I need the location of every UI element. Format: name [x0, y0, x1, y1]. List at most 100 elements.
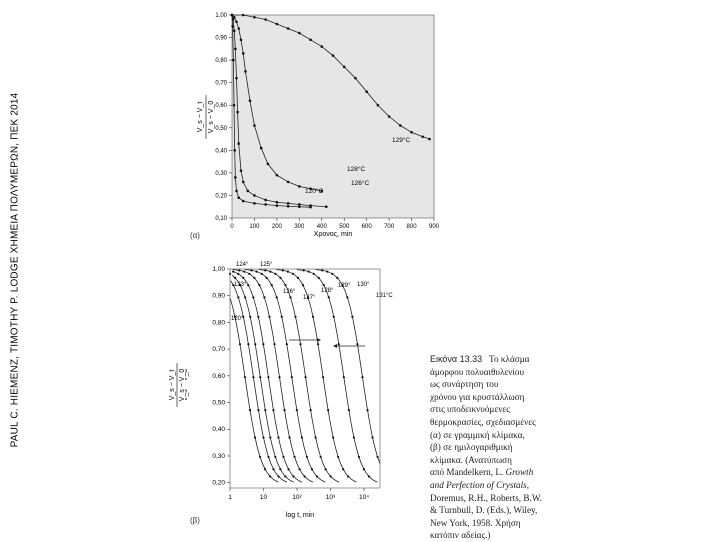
data-point-b — [272, 409, 275, 412]
data-point-b — [310, 468, 314, 471]
xtick-label-a: 500 — [339, 224, 350, 230]
data-point-a — [244, 70, 247, 73]
curve-label-b: 126° — [283, 289, 296, 295]
data-point-b — [253, 436, 257, 439]
data-point-b — [233, 315, 237, 318]
caption-line-4: χρόνου για κρυστάλλωση — [430, 391, 525, 402]
side-credit-text: PAUL C. HIEMENZ, TIMOTHY P. LODGE XHMEIA… — [9, 92, 21, 448]
data-point-a — [259, 146, 263, 150]
data-point-b — [262, 343, 265, 346]
data-point-b — [367, 475, 371, 478]
data-point-b — [356, 343, 359, 346]
ytick-label-a: 0,50 — [215, 126, 227, 132]
data-point-b — [298, 468, 301, 471]
xtick-label-a: 700 — [384, 224, 395, 230]
ytick-label-b: 0,60 — [212, 373, 225, 380]
xtick-label-a: 400 — [317, 224, 328, 230]
data-point-b — [268, 315, 271, 318]
data-point-b — [263, 468, 267, 471]
data-point-b — [362, 468, 366, 471]
data-point-b — [275, 296, 278, 299]
curve-label-a: 128°C — [347, 165, 365, 173]
data-point-a — [266, 162, 270, 166]
data-point-b — [277, 436, 280, 439]
data-point-b — [258, 284, 261, 287]
ytick-label-a: 0,60 — [215, 103, 227, 109]
data-point-b — [267, 455, 270, 459]
data-point-a — [324, 205, 328, 209]
data-point-b — [247, 343, 250, 346]
data-point-a — [286, 180, 290, 184]
xtick-label-a: 600 — [362, 224, 373, 230]
curve-label-b: 131°C — [376, 293, 393, 299]
ytick-label-b: 0,90 — [212, 293, 225, 300]
data-point-b — [272, 468, 275, 471]
data-point-b — [321, 376, 325, 379]
data-point-b — [295, 409, 298, 412]
series-line-b — [258, 269, 340, 483]
data-point-b — [254, 343, 257, 346]
side-credit: PAUL C. HIEMENZ, TIMOTHY P. LODGE XHMEIA… — [0, 0, 30, 540]
ylabel-b-denominator-side: V_s − V_0 — [179, 369, 186, 402]
data-point-a — [264, 198, 267, 202]
data-point-a — [365, 90, 368, 93]
ytick-label-a: 0,90 — [215, 36, 227, 42]
caption-line-12: Doremus, R.H., Roberts, B.W. — [430, 492, 542, 503]
data-point-b — [321, 269, 324, 272]
data-point-b — [265, 276, 268, 279]
data-point-a — [264, 203, 267, 206]
data-point-b — [269, 475, 272, 478]
caption-title: Εικόνα 13.33 — [430, 354, 483, 364]
data-point-b — [238, 269, 241, 272]
data-point-b — [347, 409, 350, 412]
data-point-b — [366, 409, 369, 412]
data-point-b — [282, 455, 285, 459]
data-point-b — [332, 315, 335, 318]
data-point-b — [250, 269, 253, 272]
ytick-label-b: 0,80 — [212, 319, 225, 326]
data-point-a — [232, 15, 236, 19]
data-point-a — [237, 196, 241, 199]
data-point-b — [243, 270, 246, 273]
ytick-label-b: 0,40 — [212, 426, 225, 433]
data-point-b — [287, 468, 290, 471]
curve-label-b: 129° — [338, 283, 351, 289]
caption-line-10: από Mandelkern, L. Growth — [430, 466, 580, 479]
data-point-b — [315, 475, 319, 478]
xlabel-b: log t, min — [286, 512, 315, 519]
data-point-b — [229, 272, 232, 275]
data-point-b — [247, 284, 250, 287]
xtick-label-b: 10² — [292, 494, 302, 501]
data-point-b — [327, 296, 330, 299]
data-point-b — [248, 272, 251, 275]
chart-semilog: 1 10 10² 10³ 10⁴ 0,20 0,30 0,40 0,50 0,60 0,70 0,80… — [185, 262, 393, 519]
data-point-b — [263, 296, 266, 299]
data-point-a — [232, 103, 236, 107]
ytick-label-b: 1,00 — [212, 266, 225, 273]
xtick-label-a: 200 — [272, 224, 283, 230]
data-point-b — [304, 376, 307, 379]
data-point-a — [253, 15, 256, 19]
data-point-b — [270, 284, 273, 287]
data-point-b — [269, 436, 272, 439]
xtick-label-a: 100 — [249, 224, 260, 230]
data-point-a — [275, 204, 279, 207]
caption-line-11: and Perfection of Crystals, — [430, 479, 580, 492]
data-point-a — [275, 200, 279, 204]
data-point-b — [337, 455, 340, 459]
data-point-b — [292, 475, 295, 478]
data-point-b — [267, 376, 270, 379]
data-point-a — [236, 110, 239, 114]
data-point-b — [264, 269, 267, 272]
data-point-b — [294, 315, 297, 318]
data-point-b — [244, 296, 247, 299]
data-point-a — [286, 204, 290, 208]
figure-caption: Εικόνα 13.33 Το κλάσμα άμορφου πολυαιθυλ… — [430, 353, 580, 542]
ylabel-a-numerator: V_s − V_t — [197, 102, 204, 133]
data-point-a — [331, 54, 335, 57]
data-point-b — [258, 455, 262, 459]
data-point-a — [235, 20, 238, 24]
caption-italic-10: Growth — [505, 467, 534, 478]
data-point-b — [239, 284, 242, 287]
data-point-b — [327, 409, 330, 412]
